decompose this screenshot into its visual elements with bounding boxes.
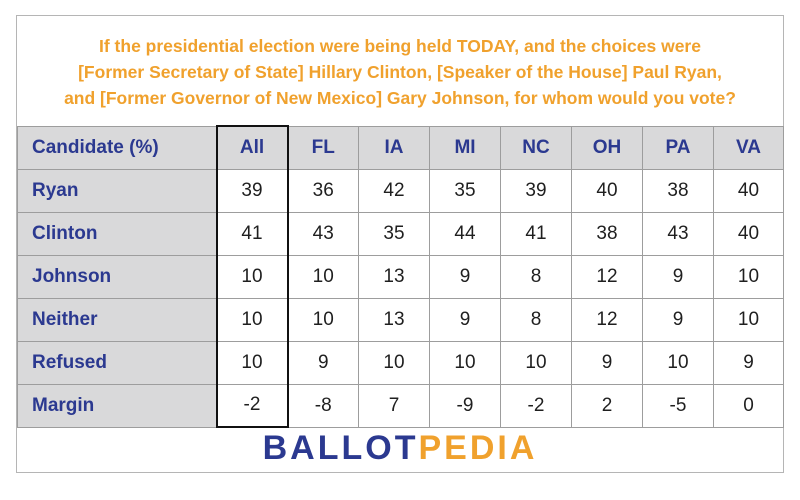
cell-margin-ia: 7 (358, 383, 430, 428)
cell-clinton-mi: 44 (429, 211, 501, 256)
cell-johnson-mi: 9 (429, 254, 501, 299)
cell-ryan-ia: 42 (358, 168, 430, 213)
column-header-ia: IA (358, 125, 430, 170)
question-line: and [Former Governor of New Mexico] Gary… (64, 88, 736, 108)
cell-neither-pa: 9 (642, 297, 714, 342)
cell-refused-oh: 9 (571, 340, 643, 385)
table-row-johnson: Johnson 10 10 13 9 8 12 9 10 (17, 254, 784, 299)
cell-johnson-fl: 10 (287, 254, 359, 299)
cell-johnson-oh: 12 (571, 254, 643, 299)
cell-margin-all: -2 (215, 383, 289, 428)
row-label: Ryan (17, 168, 217, 213)
header-row: Candidate (%) All FL IA MI NC OH PA VA (17, 125, 784, 170)
logo-ballot: BALLOT (262, 429, 419, 467)
cell-johnson-va: 10 (713, 254, 784, 299)
cell-margin-oh: 2 (571, 383, 643, 428)
cell-refused-all: 10 (215, 340, 289, 385)
table-row-ryan: Ryan 39 36 42 35 39 40 38 40 (17, 168, 784, 213)
cell-johnson-nc: 8 (500, 254, 572, 299)
question-line: If the presidential election were being … (99, 36, 701, 56)
row-label: Johnson (17, 254, 217, 299)
table-row-clinton: Clinton 41 43 35 44 41 38 43 40 (17, 211, 784, 256)
cell-neither-fl: 10 (287, 297, 359, 342)
cell-margin-nc: -2 (500, 383, 572, 428)
cell-margin-fl: -8 (287, 383, 359, 428)
column-header-pa: PA (642, 125, 714, 170)
cell-refused-nc: 10 (500, 340, 572, 385)
cell-clinton-ia: 35 (358, 211, 430, 256)
column-header-nc: NC (500, 125, 572, 170)
cell-refused-ia: 10 (358, 340, 430, 385)
cell-margin-mi: -9 (429, 383, 501, 428)
cell-neither-va: 10 (713, 297, 784, 342)
cell-neither-oh: 12 (571, 297, 643, 342)
cell-margin-va: 0 (713, 383, 784, 428)
cell-neither-mi: 9 (429, 297, 501, 342)
poll-results-table: Candidate (%) All FL IA MI NC OH PA VA Ryan 39 36… (17, 125, 784, 428)
cell-margin-pa: -5 (642, 383, 714, 428)
cell-neither-nc: 8 (500, 297, 572, 342)
column-header-fl: FL (287, 125, 359, 170)
cell-ryan-nc: 39 (500, 168, 572, 213)
poll-question: If the presidential election were being … (17, 33, 783, 111)
column-header-oh: OH (571, 125, 643, 170)
corner-header: Candidate (%) (17, 125, 217, 170)
column-header-va: VA (713, 125, 784, 170)
table-row-margin: Margin -2 -8 7 -9 -2 2 -5 0 (17, 383, 784, 428)
cell-johnson-ia: 13 (358, 254, 430, 299)
column-header-mi: MI (429, 125, 501, 170)
column-header-all: All (215, 125, 289, 170)
cell-neither-all: 10 (215, 297, 289, 342)
cell-clinton-va: 40 (713, 211, 784, 256)
cell-neither-ia: 13 (358, 297, 430, 342)
table-row-neither: Neither 10 10 13 9 8 12 9 10 (17, 297, 784, 342)
cell-clinton-all: 41 (215, 211, 289, 256)
cell-refused-pa: 10 (642, 340, 714, 385)
cell-clinton-oh: 38 (571, 211, 643, 256)
row-label: Margin (17, 383, 217, 428)
cell-ryan-pa: 38 (642, 168, 714, 213)
cell-ryan-oh: 40 (571, 168, 643, 213)
ballotpedia-logo: BALLOTPEDIA (17, 428, 783, 468)
poll-card: If the presidential election were being … (16, 15, 784, 473)
cell-ryan-fl: 36 (287, 168, 359, 213)
question-line: [Former Secretary of State] Hillary Clin… (78, 62, 722, 82)
logo-pedia: PEDIA (418, 429, 538, 467)
row-label: Neither (17, 297, 217, 342)
cell-clinton-pa: 43 (642, 211, 714, 256)
row-label: Refused (17, 340, 217, 385)
cell-ryan-all: 39 (215, 168, 289, 213)
cell-clinton-nc: 41 (500, 211, 572, 256)
cell-refused-va: 9 (713, 340, 784, 385)
cell-ryan-va: 40 (713, 168, 784, 213)
table-row-refused: Refused 10 9 10 10 10 9 10 9 (17, 340, 784, 385)
row-label: Clinton (17, 211, 217, 256)
cell-johnson-all: 10 (215, 254, 289, 299)
cell-ryan-mi: 35 (429, 168, 501, 213)
cell-johnson-pa: 9 (642, 254, 714, 299)
cell-clinton-fl: 43 (287, 211, 359, 256)
cell-refused-mi: 10 (429, 340, 501, 385)
cell-refused-fl: 9 (287, 340, 359, 385)
